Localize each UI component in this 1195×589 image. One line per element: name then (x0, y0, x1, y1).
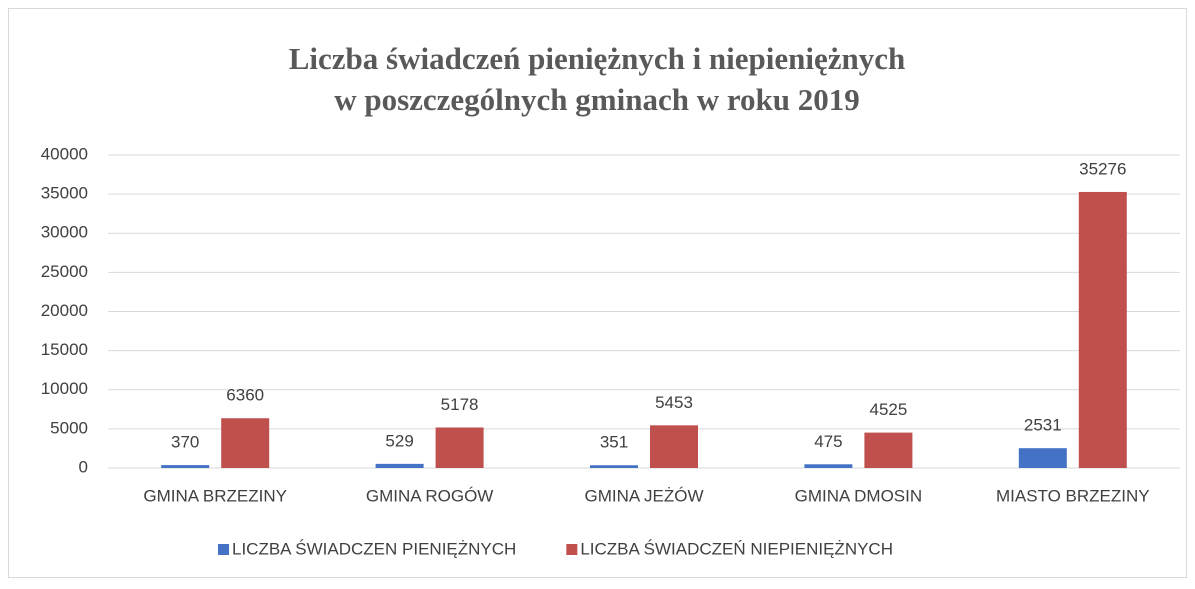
y-tick-label: 40000 (41, 144, 88, 163)
data-label: 5453 (655, 393, 693, 412)
bar (435, 427, 484, 468)
y-tick-label: 0 (79, 457, 88, 476)
y-tick-label: 10000 (41, 379, 88, 398)
bar (864, 432, 913, 468)
x-tick-label: GMINA JEŻÓW (585, 486, 704, 505)
bar (650, 425, 698, 468)
data-label: 529 (385, 431, 413, 450)
data-label: 4525 (869, 400, 907, 419)
bar (375, 463, 424, 468)
data-label: 5178 (441, 395, 479, 414)
legend-swatch (566, 544, 578, 555)
chart-title: Liczba świadczeń pieniężnych i niepienię… (289, 41, 906, 76)
bar (221, 418, 270, 468)
data-label: 370 (171, 433, 199, 452)
data-label: 2531 (1024, 416, 1062, 435)
x-tick-label: GMINA ROGÓW (366, 486, 494, 505)
data-label: 475 (814, 432, 842, 451)
y-tick-label: 5000 (50, 418, 88, 437)
chart-title: w poszczególnych gminach w roku 2019 (334, 82, 860, 117)
chart-border (8, 8, 1187, 578)
bar (804, 464, 853, 468)
bar (1018, 448, 1067, 468)
legend-swatch (218, 544, 229, 555)
x-tick-label: GMINA DMOSIN (795, 486, 923, 505)
data-label: 351 (600, 433, 628, 452)
legend-label: LICZBA ŚWIADCZEN PIENIĘŻNYCH (232, 539, 516, 558)
bar (1078, 191, 1127, 468)
legend-label: LICZBA ŚWIADCZEŃ NIEPIENIĘŻNYCH (580, 539, 893, 558)
data-label: 6360 (226, 386, 264, 405)
x-tick-label: GMINA BRZEZINY (143, 486, 287, 505)
bar (590, 465, 638, 468)
y-tick-label: 15000 (41, 340, 88, 359)
y-tick-label: 25000 (41, 262, 88, 281)
y-tick-label: 35000 (41, 184, 88, 203)
y-tick-label: 20000 (41, 301, 88, 320)
y-tick-label: 30000 (41, 223, 88, 242)
x-tick-label: MIASTO BRZEZINY (996, 486, 1150, 505)
data-label: 35276 (1079, 159, 1126, 178)
bar (161, 465, 210, 468)
